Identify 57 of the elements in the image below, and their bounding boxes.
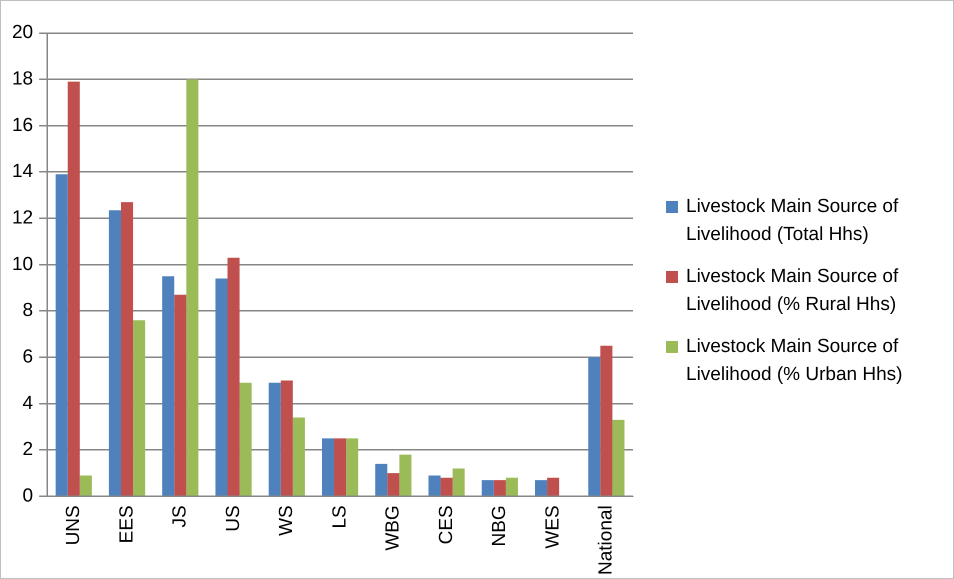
bar	[268, 382, 281, 496]
x-tick-label: EES	[116, 505, 138, 544]
bar	[68, 82, 80, 496]
bar	[56, 174, 68, 496]
y-tick-label: 16	[12, 114, 34, 136]
bar	[346, 438, 358, 496]
bar	[334, 438, 346, 496]
bar	[292, 418, 305, 496]
bar	[428, 475, 441, 496]
x-tick-label: UNS	[63, 505, 84, 546]
x-tick-label: WES	[542, 505, 564, 549]
bar	[452, 468, 465, 496]
legend-label: Livestock Main Source of Livelihood (% Urban Hhs)	[686, 335, 904, 387]
bar	[482, 480, 494, 496]
y-tick-label: 8	[22, 300, 34, 322]
bar	[440, 478, 453, 496]
x-tick-label: CES	[436, 505, 457, 544]
y-tick-label: 14	[12, 161, 34, 182]
y-tick-label: 18	[12, 68, 34, 90]
bar	[612, 420, 624, 496]
y-tick-label: 4	[22, 392, 34, 414]
bar	[162, 276, 174, 496]
y-tick-label: 12	[12, 208, 34, 229]
y-tick-label: 2	[22, 439, 34, 460]
bar	[600, 346, 612, 496]
x-tick-label: NBG	[489, 505, 510, 546]
y-tick-label: 6	[22, 346, 34, 368]
x-tick-label: US	[222, 505, 244, 532]
x-tick-label: LS	[329, 505, 350, 529]
bar	[120, 202, 134, 496]
bar	[215, 278, 228, 496]
bar	[387, 473, 400, 496]
bar	[399, 454, 412, 496]
bar	[186, 79, 198, 496]
bar	[280, 380, 293, 496]
y-tick-label: 20	[12, 22, 34, 44]
y-tick-label: 0	[22, 486, 34, 507]
bar	[322, 438, 334, 496]
bar	[588, 357, 600, 496]
legend-label: Livestock Main Source of Livelihood (% Rural Hhs)	[686, 265, 900, 317]
bar	[547, 478, 560, 496]
bar	[133, 320, 146, 496]
bar	[535, 480, 548, 496]
bar	[108, 210, 121, 496]
legend-label: Livestock Main Source of Livelihood (Total Hhs)	[686, 195, 900, 247]
x-tick-label: National	[596, 505, 617, 576]
bar	[494, 480, 506, 496]
bar	[506, 478, 518, 496]
bar	[174, 294, 186, 496]
bar	[375, 464, 388, 496]
bar	[240, 382, 252, 496]
x-tick-label: JS	[170, 505, 191, 528]
bar	[80, 475, 92, 496]
y-tick-label: 10	[12, 254, 34, 275]
x-tick-label: WS	[276, 505, 298, 536]
x-tick-label: WBG	[382, 505, 404, 551]
bar	[228, 258, 240, 496]
